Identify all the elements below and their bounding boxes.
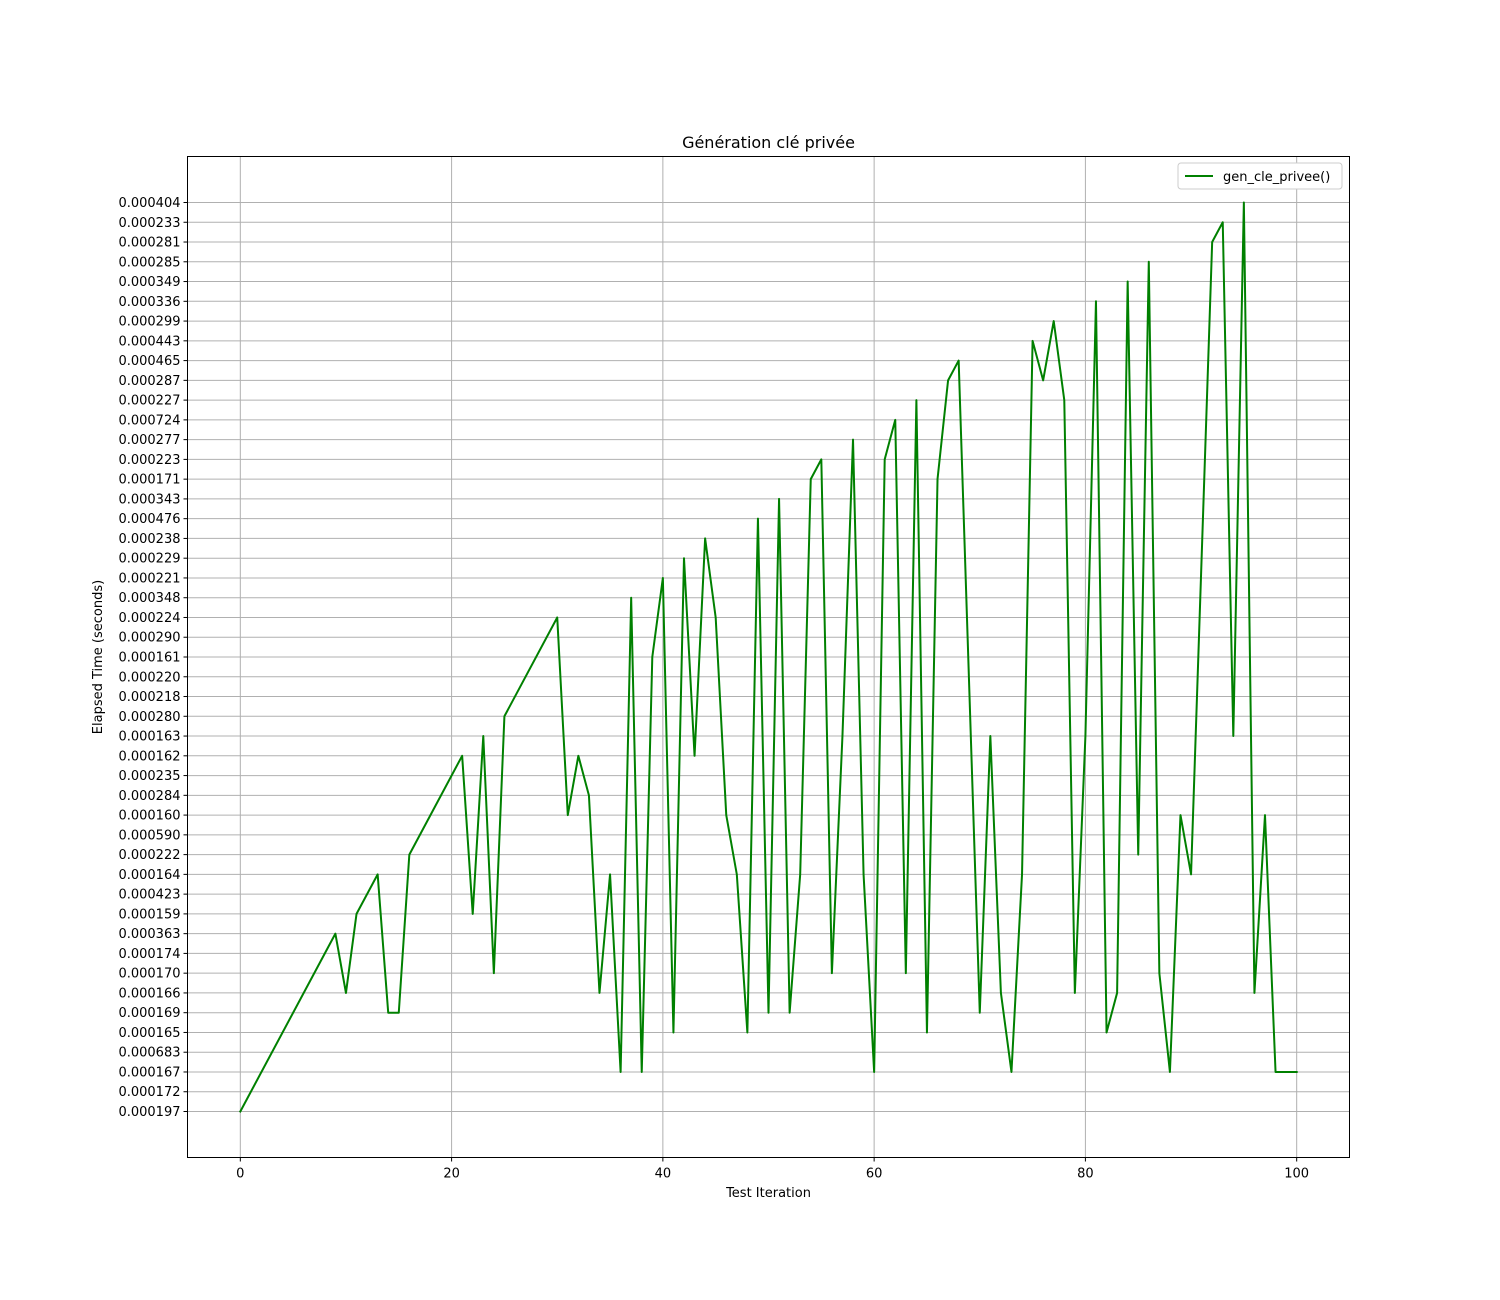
y-tick-label: 0.000336: [118, 295, 180, 310]
x-axis-label: Test Iteration: [725, 1186, 811, 1201]
y-tick-label: 0.000443: [118, 334, 180, 349]
y-tick-label: 0.000167: [118, 1065, 180, 1080]
y-tick-label: 0.000285: [118, 255, 180, 270]
y-tick-label: 0.000218: [118, 690, 180, 705]
y-tick-label: 0.000590: [118, 828, 180, 843]
y-tick-label: 0.000164: [118, 868, 180, 883]
y-tick-label: 0.000163: [118, 730, 180, 745]
y-tick-label: 0.000423: [118, 888, 180, 903]
y-tick-label: 0.000299: [118, 315, 180, 330]
y-tick-label: 0.000222: [118, 848, 180, 863]
y-tick-label: 0.000281: [118, 236, 180, 251]
y-tick-label: 0.000166: [118, 986, 180, 1001]
chart-title: Génération clé privée: [682, 133, 855, 152]
y-tick-label: 0.000287: [118, 374, 180, 389]
x-tick-label: 80: [1077, 1167, 1094, 1182]
x-tick-label: 20: [443, 1167, 460, 1182]
y-tick-label: 0.000404: [118, 196, 180, 211]
x-tick-label: 100: [1284, 1167, 1309, 1182]
y-tick-label: 0.000233: [118, 216, 180, 231]
y-tick-label: 0.000165: [118, 1026, 180, 1041]
legend-box: [1177, 162, 1343, 190]
y-tick-label: 0.000724: [118, 413, 180, 428]
y-tick-label: 0.000170: [118, 967, 180, 982]
y-tick-label: 0.000160: [118, 809, 180, 824]
x-tick-label: 60: [866, 1167, 883, 1182]
y-tick-label: 0.000476: [118, 512, 180, 527]
plot-frame: [187, 156, 1350, 1158]
y-tick-label: 0.000683: [118, 1046, 180, 1061]
y-tick-label: 0.000162: [118, 749, 180, 764]
series-layer: [238, 201, 1298, 1113]
y-tick-label: 0.000348: [118, 591, 180, 606]
y-tick-label: 0.000229: [118, 552, 180, 567]
legend-label-gen-cle-privee: gen_cle_privee(): [1223, 170, 1330, 185]
y-tick-label: 0.000343: [118, 492, 180, 507]
y-tick-label: 0.000221: [118, 571, 180, 586]
y-tick-label: 0.000280: [118, 710, 180, 725]
legend: gen_cle_privee(): [1177, 162, 1343, 190]
axis-ticks: 0 20 40 60 80 100 0.000197 0.000172 0.000167 0.00…: [118, 196, 1309, 1182]
x-tick-label: 40: [655, 1167, 672, 1182]
y-tick-label: 0.000363: [118, 927, 180, 942]
y-tick-label: 0.000174: [118, 947, 180, 962]
y-tick-label: 0.000238: [118, 532, 180, 547]
y-tick-label: 0.000224: [118, 611, 180, 626]
y-tick-label: 0.000220: [118, 670, 180, 685]
y-tick-label: 0.000197: [118, 1105, 180, 1120]
y-tick-label: 0.000235: [118, 769, 180, 784]
y-tick-label: 0.000169: [118, 1006, 180, 1021]
y-tick-label: 0.000465: [118, 354, 180, 369]
y-tick-label: 0.000171: [118, 473, 180, 488]
series-line-gen-cle-privee: [238, 201, 1298, 1113]
y-tick-label: 0.000223: [118, 453, 180, 468]
y-tick-label: 0.000290: [118, 631, 180, 646]
y-tick-label: 0.000172: [118, 1085, 180, 1100]
y-tick-label: 0.000161: [118, 651, 180, 666]
x-tick-label: 0: [236, 1167, 244, 1182]
y-tick-label: 0.000349: [118, 275, 180, 290]
y-tick-label: 0.000284: [118, 789, 180, 804]
y-axis-label: Elapsed Time (seconds): [91, 580, 106, 734]
y-tick-label: 0.000159: [118, 907, 180, 922]
y-tick-label: 0.000277: [118, 433, 180, 448]
y-tick-label: 0.000227: [118, 394, 180, 409]
